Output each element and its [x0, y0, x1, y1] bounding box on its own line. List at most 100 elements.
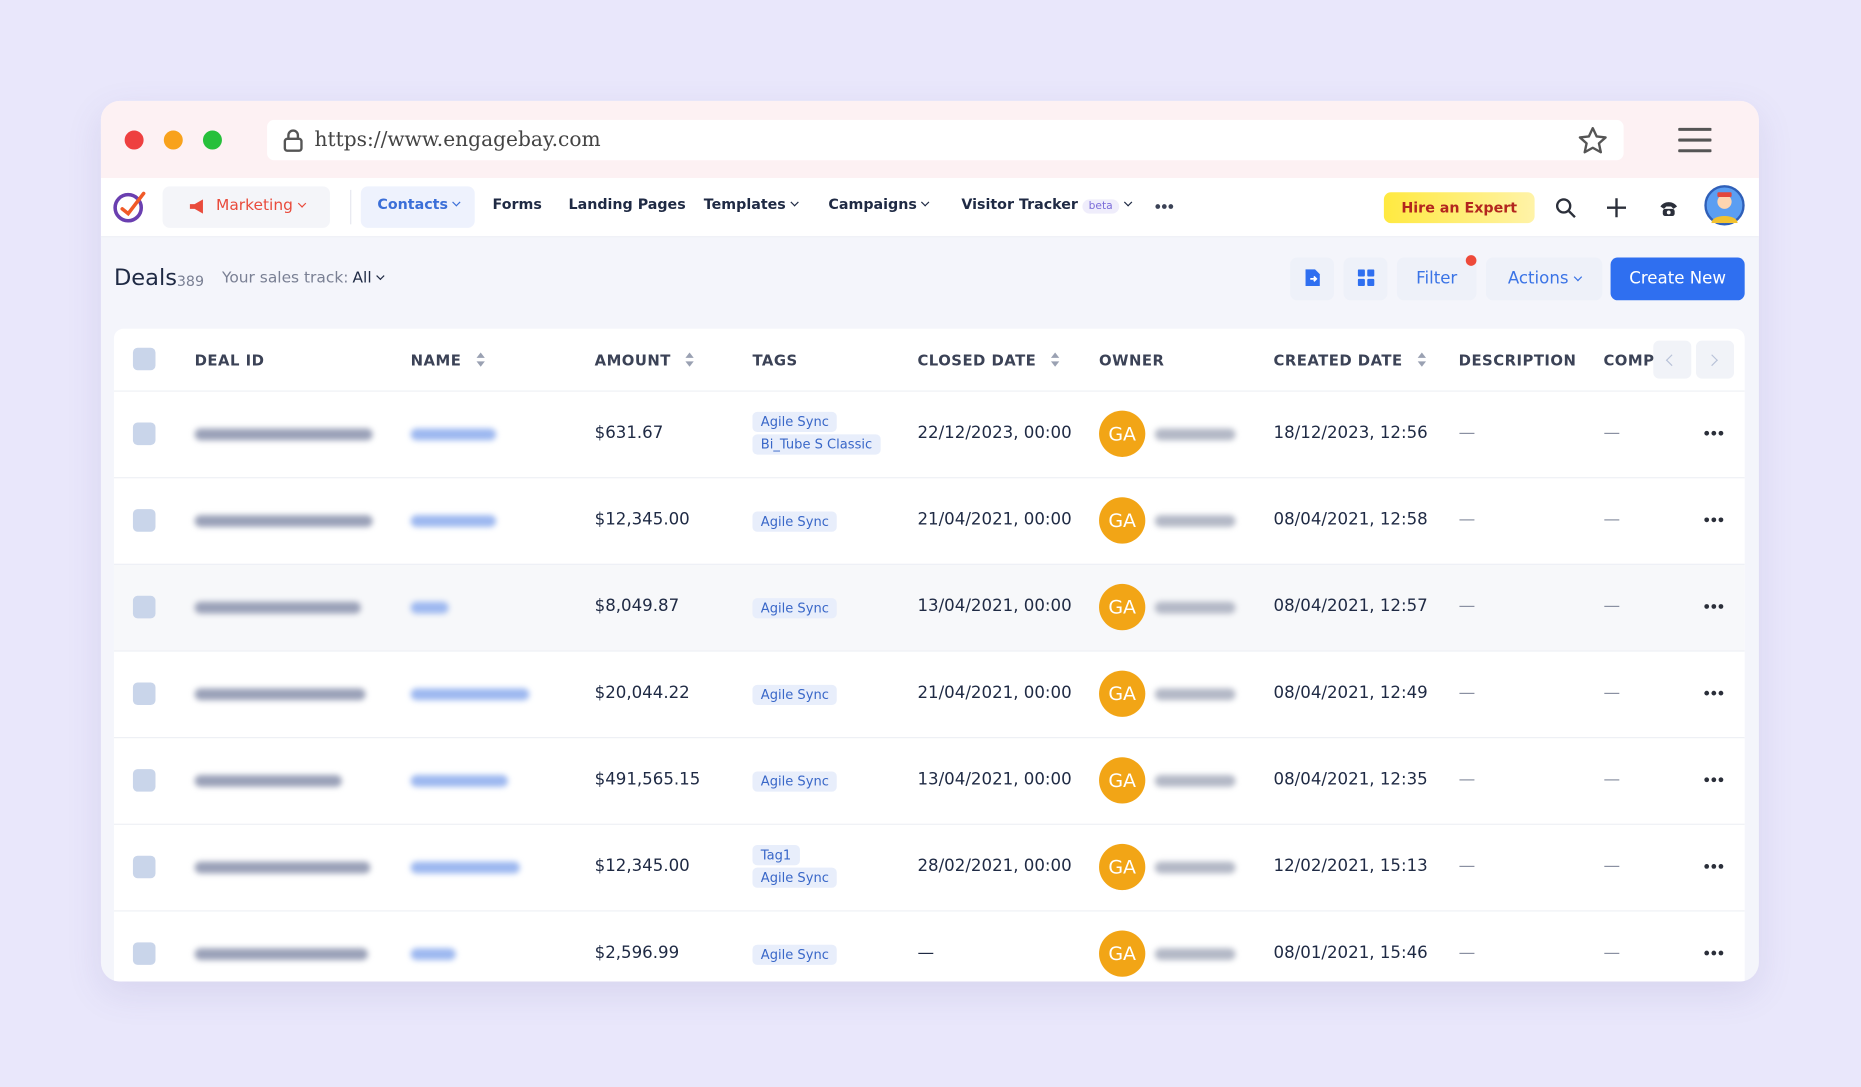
- deal-name-redacted[interactable]: [410, 688, 530, 701]
- row-checkbox[interactable]: [132, 682, 156, 705]
- amount: $2,596.99: [594, 943, 680, 963]
- lock-icon: [283, 129, 303, 152]
- dot: [1711, 690, 1717, 696]
- nav-item[interactable]: Contacts: [377, 196, 462, 212]
- comp: —: [1603, 683, 1621, 703]
- row-checkbox[interactable]: [132, 422, 156, 446]
- row-checkbox[interactable]: [132, 769, 156, 792]
- nav-item[interactable]: Forms: [492, 195, 542, 213]
- deal-name-redacted[interactable]: [410, 775, 508, 787]
- grid-view-button[interactable]: [1343, 257, 1388, 301]
- row-checkbox[interactable]: [132, 942, 156, 965]
- more-icon[interactable]: [1155, 203, 1174, 210]
- url-bar[interactable]: https://www.engagebay.com: [267, 119, 1624, 161]
- table-row[interactable]: $491,565.15 Agile Sync 13/04/2021, 00:00 GA…: [113, 737, 1745, 825]
- amount: $491,565.15: [594, 770, 701, 790]
- tag[interactable]: Agile Sync: [752, 684, 838, 705]
- table-row[interactable]: $8,049.87 Agile Sync 13/04/2021, 00:00 GA 08…: [113, 563, 1745, 652]
- nav-item[interactable]: Templates: [704, 196, 799, 212]
- dot: [1711, 604, 1717, 609]
- deal-name-redacted[interactable]: [410, 601, 449, 614]
- dot: [1718, 864, 1724, 869]
- scroll-left[interactable]: [1653, 340, 1692, 379]
- column-header[interactable]: CLOSED DATE: [917, 351, 1060, 369]
- table-row[interactable]: $2,596.99 Agile Sync — GA 08/01/2021, 15:46 —…: [113, 910, 1745, 981]
- table-row[interactable]: $631.67 Agile Sync Bi_Tube S Classic 22/12/…: [113, 390, 1745, 478]
- grid-icon: [1357, 269, 1374, 287]
- deal-name-redacted[interactable]: [410, 948, 456, 961]
- table-row[interactable]: $20,044.22 Agile Sync 21/04/2021, 00:00 GA 0…: [113, 650, 1745, 738]
- nav-item[interactable]: Landing Pages: [568, 195, 686, 213]
- tag[interactable]: Agile Sync: [752, 771, 838, 792]
- tag[interactable]: Agile Sync: [752, 867, 838, 888]
- dot: [1704, 864, 1710, 869]
- row-actions[interactable]: [1704, 777, 1725, 784]
- table-row[interactable]: $12,345.00 Agile Sync 21/04/2021, 00:00 GA 0…: [113, 477, 1745, 565]
- row-actions[interactable]: [1704, 690, 1725, 698]
- dot: [1718, 777, 1724, 783]
- tag[interactable]: Agile Sync: [752, 411, 838, 433]
- row-actions[interactable]: [1704, 604, 1725, 611]
- column-header[interactable]: CREATED DATE: [1274, 351, 1427, 369]
- row-checkbox[interactable]: [132, 855, 156, 879]
- track-select[interactable]: All: [352, 269, 385, 287]
- import-button[interactable]: [1290, 257, 1335, 301]
- deal-name-redacted[interactable]: [410, 861, 520, 874]
- tag[interactable]: Agile Sync: [752, 511, 838, 532]
- row-actions[interactable]: [1704, 864, 1725, 871]
- module-switcher[interactable]: Marketing: [162, 186, 330, 228]
- menu-icon[interactable]: [1678, 127, 1712, 153]
- url-text: https://www.engagebay.com: [314, 128, 601, 152]
- nav-item[interactable]: Visitor Tracker beta: [961, 196, 1132, 214]
- module-text: Marketing: [216, 197, 293, 215]
- deal-name-redacted[interactable]: [410, 515, 497, 527]
- tag-list: Agile Sync: [752, 682, 838, 707]
- close-button[interactable]: [124, 130, 144, 150]
- sort-icon: [685, 352, 695, 367]
- actions-button[interactable]: Actions: [1485, 257, 1603, 301]
- minimize-button[interactable]: [163, 130, 183, 150]
- row-actions[interactable]: [1704, 950, 1725, 958]
- dot: [1718, 950, 1724, 956]
- row-checkbox[interactable]: [132, 595, 156, 619]
- user-avatar[interactable]: [1704, 185, 1745, 226]
- nav-item[interactable]: Campaigns: [828, 196, 930, 212]
- description: —: [1458, 943, 1476, 963]
- column-title: AMOUNT: [594, 351, 671, 370]
- add-icon[interactable]: [1606, 197, 1627, 218]
- owner-avatar: GA: [1099, 410, 1146, 457]
- owner-avatar: GA: [1099, 843, 1146, 891]
- search-icon[interactable]: [1555, 197, 1576, 219]
- column-header[interactable]: NAME: [411, 351, 485, 369]
- tag[interactable]: Agile Sync: [752, 944, 838, 965]
- select-all-checkbox[interactable]: [132, 347, 156, 371]
- table-row[interactable]: $12,345.00 Tag1 Agile Sync 28/02/2021, 00:0…: [113, 823, 1745, 912]
- create-new-button[interactable]: Create New: [1610, 257, 1745, 301]
- row-actions[interactable]: [1704, 517, 1725, 524]
- column-header[interactable]: AMOUNT: [595, 351, 695, 369]
- row-actions[interactable]: [1704, 430, 1725, 438]
- closed-date: 13/04/2021, 00:00: [917, 596, 1072, 616]
- filter-button[interactable]: Filter: [1396, 257, 1477, 301]
- description: —: [1458, 683, 1476, 703]
- description: —: [1458, 510, 1476, 530]
- dot: [1711, 517, 1717, 523]
- actions-text: Actions: [1507, 269, 1569, 289]
- deal-name-redacted[interactable]: [410, 428, 497, 441]
- created-date: 08/04/2021, 12:58: [1273, 510, 1428, 530]
- tag[interactable]: Bi_Tube S Classic: [752, 434, 881, 455]
- scroll-right[interactable]: [1696, 340, 1735, 379]
- logo[interactable]: [113, 190, 146, 223]
- amount: $12,345.00: [594, 856, 690, 876]
- tag[interactable]: Tag1: [752, 845, 800, 866]
- bookmark-star[interactable]: [1577, 126, 1608, 156]
- tag[interactable]: Agile Sync: [752, 598, 838, 619]
- phone-icon[interactable]: [1658, 197, 1679, 218]
- maximize-button[interactable]: [202, 130, 222, 150]
- dot: [1704, 430, 1710, 436]
- row-checkbox[interactable]: [132, 509, 156, 532]
- owner-name-redacted: [1154, 688, 1236, 701]
- import-icon: [1304, 269, 1320, 287]
- column-title: CREATED DATE: [1273, 351, 1403, 370]
- hire-expert-button[interactable]: Hire an Expert: [1383, 192, 1535, 224]
